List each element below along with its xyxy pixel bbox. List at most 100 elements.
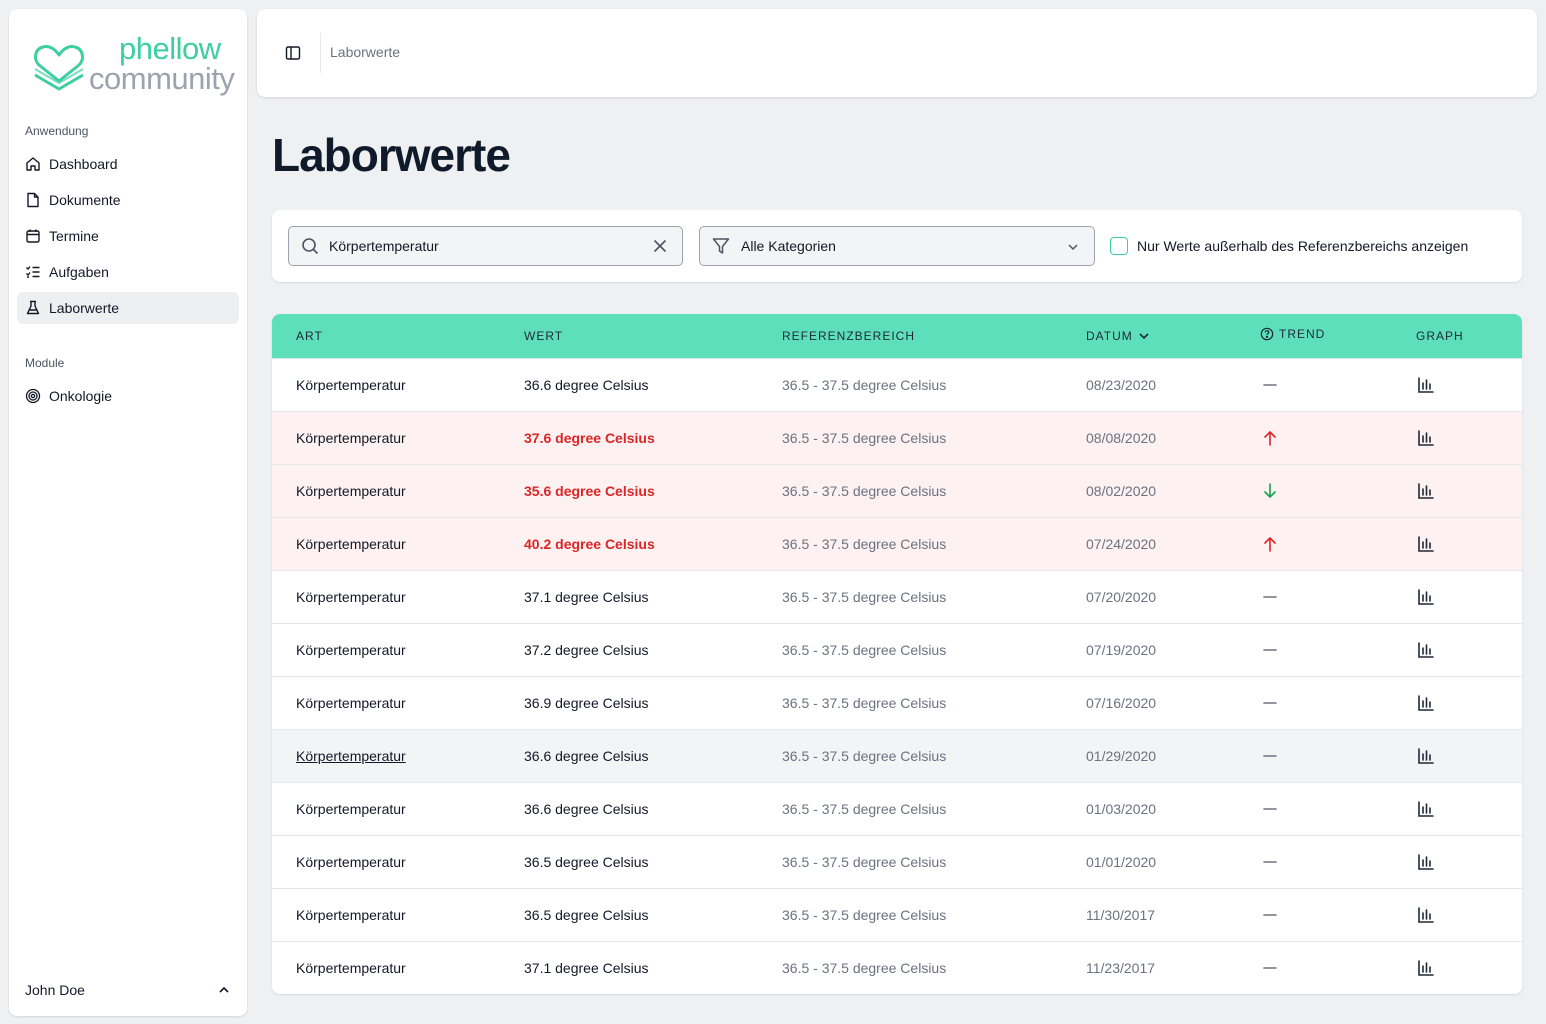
- column-header-trend[interactable]: TREND: [1260, 327, 1325, 341]
- cell-art[interactable]: Körpertemperatur: [296, 536, 406, 552]
- cell-art[interactable]: Körpertemperatur: [296, 430, 406, 446]
- table-row[interactable]: Körpertemperatur 36.9 degree Celsius 36.5 …: [272, 676, 1522, 729]
- dash-icon: [1262, 588, 1278, 606]
- sidebar-item-label: Aufgaben: [49, 264, 109, 280]
- sidebar-item-laborwerte[interactable]: Laborwerte: [17, 292, 239, 324]
- table-row[interactable]: Körpertemperatur 36.6 degree Celsius 36.5 …: [272, 782, 1522, 835]
- sidebar-item-label: Onkologie: [49, 388, 113, 404]
- table-row[interactable]: Körpertemperatur 37.6 degree Celsius 36.5 …: [272, 411, 1522, 464]
- user-name: John Doe: [25, 982, 85, 998]
- bar-chart-icon[interactable]: [1417, 376, 1435, 394]
- out-of-range-filter[interactable]: Nur Werte außerhalb des Referenzbereichs…: [1110, 236, 1468, 256]
- logo[interactable]: phellow community: [31, 31, 243, 107]
- cell-referenzbereich: 36.5 - 37.5 degree Celsius: [782, 854, 947, 870]
- cell-datum: 07/16/2020: [1086, 695, 1157, 711]
- cell-wert: 37.2 degree Celsius: [524, 642, 649, 658]
- cell-referenzbereich: 36.5 - 37.5 degree Celsius: [782, 748, 947, 764]
- column-header-datum[interactable]: DATUM: [1086, 329, 1151, 343]
- bar-chart-icon[interactable]: [1417, 959, 1435, 977]
- bar-chart-icon[interactable]: [1417, 588, 1435, 606]
- cell-art[interactable]: Körpertemperatur: [296, 854, 406, 870]
- user-menu[interactable]: John Doe: [25, 980, 231, 1000]
- cell-datum: 07/20/2020: [1086, 589, 1157, 605]
- bar-chart-icon[interactable]: [1417, 800, 1435, 818]
- cell-art[interactable]: Körpertemperatur: [296, 483, 406, 499]
- bar-chart-icon[interactable]: [1417, 641, 1435, 659]
- bar-chart-icon[interactable]: [1417, 535, 1435, 553]
- table-row[interactable]: Körpertemperatur 37.2 degree Celsius 36.5 …: [272, 623, 1522, 676]
- search-input[interactable]: [329, 227, 639, 265]
- dash-icon: [1262, 853, 1278, 871]
- column-header-graph: GRAPH: [1416, 329, 1464, 343]
- cell-art[interactable]: Körpertemperatur: [296, 907, 406, 923]
- bar-chart-icon[interactable]: [1417, 694, 1435, 712]
- cell-referenzbereich: 36.5 - 37.5 degree Celsius: [782, 377, 947, 393]
- column-header-referenzbereich[interactable]: REFERENZBEREICH: [782, 329, 916, 343]
- cell-datum: 11/23/2017: [1086, 960, 1156, 976]
- sidebar-item-dokumente[interactable]: Dokumente: [17, 184, 239, 216]
- arrow-up-icon: [1262, 535, 1278, 553]
- category-select[interactable]: Alle Kategorien: [699, 226, 1095, 266]
- column-header-wert[interactable]: WERT: [524, 329, 564, 343]
- cell-referenzbereich: 36.5 - 37.5 degree Celsius: [782, 589, 947, 605]
- table-row[interactable]: Körpertemperatur 36.6 degree Celsius 36.5 …: [272, 358, 1522, 411]
- sidebar-item-termine[interactable]: Termine: [17, 220, 239, 252]
- cell-art[interactable]: Körpertemperatur: [296, 801, 406, 817]
- section-label-anwendung: Anwendung: [25, 124, 89, 138]
- chevron-up-icon: [219, 986, 229, 993]
- tasks-icon: [25, 264, 41, 280]
- category-select-value: Alle Kategorien: [741, 238, 836, 254]
- cell-referenzbereich: 36.5 - 37.5 degree Celsius: [782, 642, 947, 658]
- cell-art[interactable]: Körpertemperatur: [296, 589, 406, 605]
- sidebar-item-onkologie[interactable]: Onkologie: [17, 380, 239, 412]
- table-row[interactable]: Körpertemperatur 36.6 degree Celsius 36.5 …: [272, 729, 1522, 782]
- arrow-down-icon: [1262, 482, 1278, 500]
- flask-icon: [25, 300, 41, 316]
- bar-chart-icon[interactable]: [1417, 747, 1435, 765]
- table-row[interactable]: Körpertemperatur 36.5 degree Celsius 36.5 …: [272, 835, 1522, 888]
- cell-wert: 37.1 degree Celsius: [524, 960, 649, 976]
- sort-chevron-down-icon: [1139, 333, 1149, 340]
- page-title: Laborwerte: [272, 129, 511, 181]
- table-row[interactable]: Körpertemperatur 40.2 degree Celsius 36.5 …: [272, 517, 1522, 570]
- cell-datum: 08/08/2020: [1086, 430, 1157, 446]
- table-row[interactable]: Körpertemperatur 37.1 degree Celsius 36.5 …: [272, 941, 1522, 994]
- sidebar-item-dashboard[interactable]: Dashboard: [17, 148, 239, 180]
- bar-chart-icon[interactable]: [1417, 429, 1435, 447]
- cell-referenzbereich: 36.5 - 37.5 degree Celsius: [782, 430, 947, 446]
- sidebar: phellow community Anwendung Dashboard Do…: [9, 9, 247, 1016]
- sidebar-item-label: Dashboard: [49, 156, 118, 172]
- bar-chart-icon[interactable]: [1417, 482, 1435, 500]
- cell-art[interactable]: Körpertemperatur: [296, 960, 406, 976]
- brand-name-primary: phellow: [119, 31, 221, 66]
- table-header: ART WERT REFERENZBEREICH DATUM TREND GRA…: [272, 314, 1522, 358]
- cell-wert: 35.6 degree Celsius: [524, 483, 655, 499]
- cell-art[interactable]: Körpertemperatur: [296, 377, 406, 393]
- bar-chart-icon[interactable]: [1417, 853, 1435, 871]
- cell-referenzbereich: 36.5 - 37.5 degree Celsius: [782, 695, 947, 711]
- breadcrumb[interactable]: Laborwerte: [330, 44, 401, 60]
- help-circle-icon[interactable]: [1260, 327, 1274, 341]
- table-row[interactable]: Körpertemperatur 36.5 degree Celsius 36.5 …: [272, 888, 1522, 941]
- cell-wert: 36.5 degree Celsius: [524, 907, 649, 923]
- cell-art[interactable]: Körpertemperatur: [296, 748, 406, 764]
- table-row[interactable]: Körpertemperatur 35.6 degree Celsius 36.5 …: [272, 464, 1522, 517]
- search-icon: [302, 238, 319, 255]
- sidebar-item-label: Laborwerte: [49, 300, 120, 316]
- filter-bar: Alle Kategorien Nur Werte außerhalb des …: [272, 210, 1522, 282]
- sidebar-item-aufgaben[interactable]: Aufgaben: [17, 256, 239, 288]
- search-box[interactable]: [288, 226, 683, 266]
- calendar-icon: [25, 228, 41, 244]
- document-icon: [25, 192, 41, 208]
- column-header-art[interactable]: ART: [296, 329, 323, 343]
- cell-art[interactable]: Körpertemperatur: [296, 695, 406, 711]
- cell-referenzbereich: 36.5 - 37.5 degree Celsius: [782, 483, 947, 499]
- bar-chart-icon[interactable]: [1417, 906, 1435, 924]
- cell-art[interactable]: Körpertemperatur: [296, 642, 406, 658]
- sidebar-toggle-button[interactable]: [283, 43, 303, 63]
- clear-search-icon[interactable]: [652, 238, 668, 254]
- cell-datum: 01/01/2020: [1086, 854, 1157, 870]
- table-row[interactable]: Körpertemperatur 37.1 degree Celsius 36.5 …: [272, 570, 1522, 623]
- out-of-range-checkbox[interactable]: [1110, 237, 1128, 255]
- cell-wert: 40.2 degree Celsius: [524, 536, 655, 552]
